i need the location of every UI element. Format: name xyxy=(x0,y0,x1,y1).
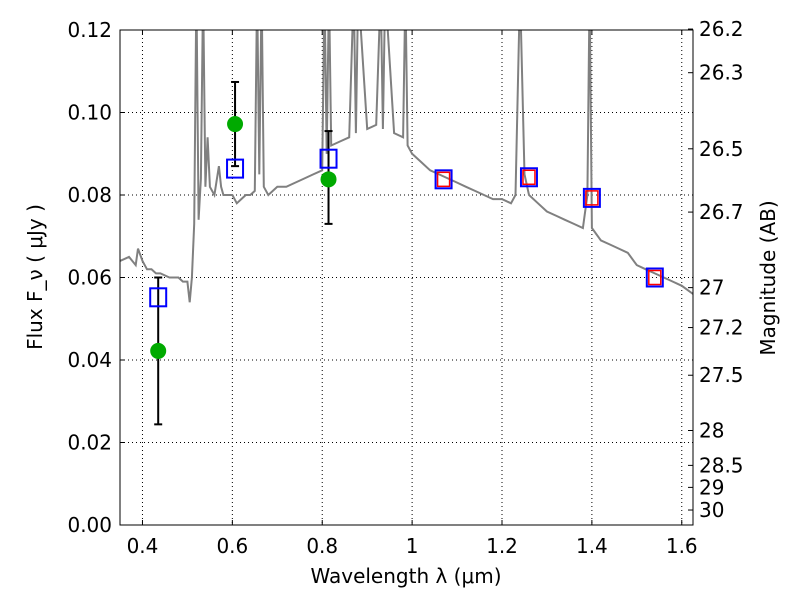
y-tick-label: 0.12 xyxy=(67,18,112,42)
x-tick-label: 0.8 xyxy=(306,534,338,558)
magnitude-tick-label: 27.2 xyxy=(699,316,744,340)
x-axis-label: Wavelength λ (μm) xyxy=(310,564,501,588)
y-axis-left: 0.00 0.02 0.04 0.06 0.08 0.10 0.12 xyxy=(67,18,125,537)
magnitude-tick-label: 26.2 xyxy=(699,17,744,41)
x-tick-label: 1 xyxy=(406,534,419,558)
model-photometry-square-inner xyxy=(648,269,662,286)
magnitude-tick-label: 28.5 xyxy=(699,453,744,477)
x-tick-label: 0.6 xyxy=(216,534,248,558)
plot-area xyxy=(120,30,693,426)
x-axis: 0.4 0.6 0.8 1 1.2 1.4 1.6 xyxy=(127,30,698,558)
magnitude-tick-label: 26.7 xyxy=(699,200,744,224)
x-tick-label: 0.4 xyxy=(127,534,159,558)
model-spectrum-layer xyxy=(120,30,693,303)
model-photometry-square xyxy=(149,287,168,308)
model-photometry-square-inner xyxy=(522,169,536,186)
model-photometry-square xyxy=(226,158,245,179)
y2-axis-label: Magnitude (AB) xyxy=(756,200,780,355)
model-photometry-square-outer xyxy=(519,167,538,188)
y-tick-label: 0.06 xyxy=(67,266,112,290)
y-tick-label: 0.00 xyxy=(67,513,112,537)
observed-flux-point xyxy=(320,171,337,188)
magnitude-tick-label: 27.5 xyxy=(699,363,744,387)
model-photometry-square-outer xyxy=(582,187,601,208)
magnitude-tick-label: 26.5 xyxy=(699,137,744,161)
data-points-layer xyxy=(149,80,664,426)
y-tick-label: 0.04 xyxy=(67,348,112,372)
y-tick-label: 0.10 xyxy=(67,101,112,125)
y-tick-label: 0.02 xyxy=(67,431,112,455)
x-tick-label: 1.2 xyxy=(486,534,518,558)
magnitude-tick-label: 27 xyxy=(699,276,724,300)
magnitude-tick-label: 30 xyxy=(699,498,724,522)
model-spectrum-line xyxy=(120,30,693,303)
x-tick-label: 1.4 xyxy=(576,534,608,558)
observed-flux-point xyxy=(150,342,167,359)
y-axis-label: Flux F_ν ( μJy ) xyxy=(23,204,47,350)
x-tick-label: 1.6 xyxy=(666,534,698,558)
magnitude-tick-label: 28 xyxy=(699,419,724,443)
model-photometry-square-outer xyxy=(434,169,453,190)
model-photometry-square-inner xyxy=(436,171,451,188)
model-photometry-square-outer xyxy=(645,267,664,288)
model-photometry-square xyxy=(319,148,338,169)
y-tick-label: 0.08 xyxy=(67,183,112,207)
grid xyxy=(120,30,693,525)
model-photometry-square-inner xyxy=(585,190,599,206)
magnitude-tick-label: 26.3 xyxy=(699,61,744,85)
magnitude-tick-label: 29 xyxy=(699,475,724,499)
observed-flux-point xyxy=(227,116,244,133)
